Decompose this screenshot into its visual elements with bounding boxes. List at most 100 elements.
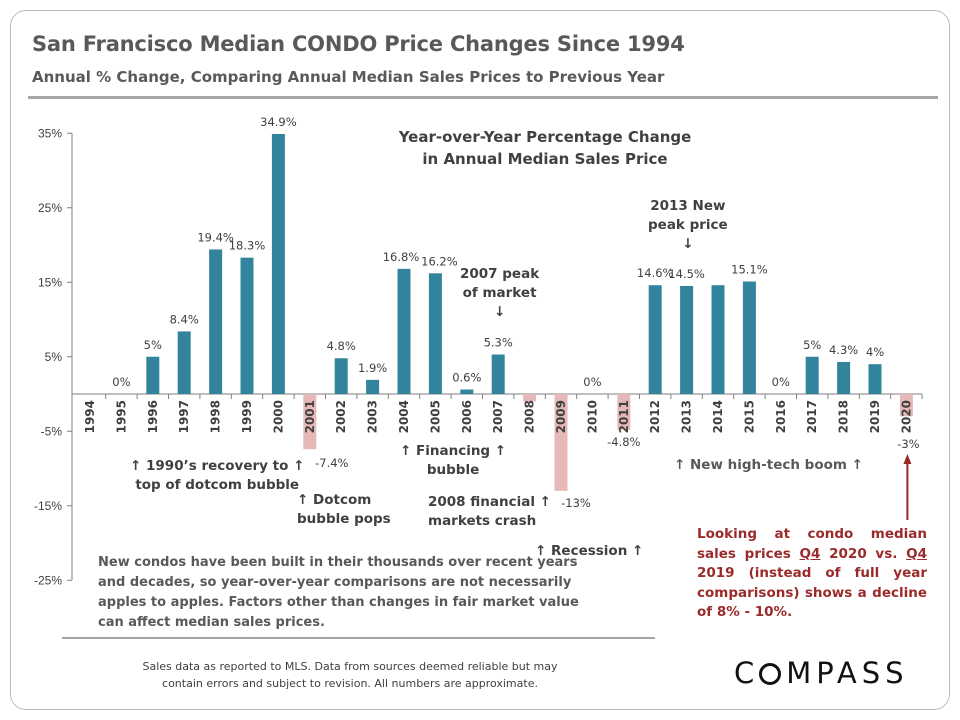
bar-1999: [240, 257, 254, 394]
x-tick-label: 2003: [366, 400, 380, 433]
y-tick-label: 15%: [38, 275, 62, 289]
x-tick-label: 1999: [240, 400, 254, 433]
x-tick-label: 2013: [680, 400, 694, 433]
bar-2017: [805, 356, 819, 394]
callout-text: 2020 vs.: [820, 545, 907, 562]
x-tick-label: 2017: [805, 400, 819, 433]
compass-logo: C MPASS: [734, 656, 909, 690]
x-tick-label: 2015: [742, 400, 756, 433]
data-label-1995: 0%: [112, 375, 130, 389]
callout-q4: Q4: [906, 545, 927, 562]
x-tick-label: 2012: [648, 400, 662, 433]
annotation-2013-peak: 2013 New peak price ↓: [648, 197, 728, 254]
bar-2001: [303, 394, 317, 450]
annotation-text: bubble: [426, 462, 480, 478]
data-label-2006: 0.6%: [452, 371, 481, 385]
data-label-2011: -4.8%: [607, 435, 640, 449]
x-tick-label: 2001: [303, 400, 317, 433]
data-label-1997: 8.4%: [170, 312, 199, 326]
bar-2014: [711, 285, 725, 394]
footer-line: Sales data as reported to MLS. Data from…: [142, 660, 558, 673]
annotation-2007-peak: 2007 peak of market ↓: [460, 265, 539, 322]
bar-2008: [523, 394, 537, 402]
annotation-recovery: ↑ 1990’s recovery to ↑ top of dotcom bub…: [130, 457, 304, 495]
footer-line: contain errors and subject to revision. …: [162, 677, 538, 690]
bar-2012: [648, 285, 662, 394]
y-tick-label: -15%: [34, 499, 62, 513]
x-tick-label: 2016: [774, 400, 788, 433]
data-label-1996: 5%: [144, 338, 162, 352]
x-tick-label: 2006: [460, 400, 474, 433]
bar-2004: [397, 268, 411, 394]
data-label-2013: 14.5%: [668, 267, 705, 281]
annotation-text: 2013 New: [650, 198, 726, 214]
callout-text: 2019 (instead of full year comparisons) …: [697, 565, 927, 620]
annotation-text: markets crash: [428, 513, 537, 529]
x-tick-label: 1994: [83, 400, 97, 433]
annotation-recession: ↑ Recession ↑: [535, 543, 644, 559]
q4-callout: Looking at condo median sales prices Q4 …: [697, 525, 927, 623]
callout-q4: Q4: [799, 545, 821, 562]
x-tick-label: 2000: [271, 400, 285, 433]
chart-title-line1: Year-over-Year Percentage Change: [398, 128, 692, 146]
x-tick-label: 2020: [899, 400, 913, 433]
x-tick-label: 2019: [868, 400, 882, 433]
bar-1996: [146, 356, 160, 394]
x-tick-label: 2007: [491, 400, 505, 433]
data-label-2017: 5%: [803, 338, 821, 352]
footer-disclaimer: Sales data as reported to MLS. Data from…: [130, 658, 570, 692]
arrow-down-icon: ↓: [682, 236, 694, 252]
x-tick-label: 2018: [837, 400, 851, 433]
data-label-2007: 5.3%: [484, 336, 513, 350]
logo-c: C: [734, 656, 760, 690]
data-label-2016: 0%: [772, 375, 790, 389]
annotation-high-tech: ↑ New high-tech boom ↑: [674, 457, 863, 473]
x-tick-label: 1998: [209, 400, 223, 433]
title-divider: [28, 96, 938, 99]
callout-text: Looking at condo median sales prices: [697, 526, 927, 562]
annotation-text: peak price: [648, 217, 728, 233]
bar-2013: [680, 285, 694, 394]
x-tick-label: 2014: [711, 400, 725, 433]
x-tick-label: 2005: [428, 400, 442, 433]
data-label-2020: -3%: [897, 437, 919, 451]
chart-title: Year-over-Year Percentage Change in Annu…: [380, 126, 710, 170]
annotation-financing: ↑ Financing ↑ bubble: [400, 442, 506, 480]
logo-o-circle: [759, 663, 782, 685]
bar-2002: [334, 358, 348, 394]
disclaimer-note: New condos have been built in their thou…: [98, 555, 579, 630]
data-label-2005: 16.2%: [421, 254, 458, 268]
data-label-2019: 4%: [866, 345, 884, 359]
x-tick-label: 1995: [114, 400, 128, 433]
data-label-2010: 0%: [583, 375, 601, 389]
annotation-2008-crash: 2008 financial ↑ markets crash: [428, 493, 551, 531]
bar-2007: [491, 354, 505, 394]
bar-1997: [177, 331, 191, 394]
annotation-text: top of dotcom bubble: [135, 477, 300, 493]
y-tick-label: 5%: [45, 350, 63, 364]
bar-1998: [209, 249, 223, 394]
x-tick-label: 2008: [523, 400, 537, 433]
bar-2005: [428, 273, 442, 394]
x-tick-label: 2010: [585, 400, 599, 433]
slide-frame: [10, 10, 950, 710]
x-tick-label: 2009: [554, 400, 568, 433]
data-label-2012: 14.6%: [637, 266, 674, 280]
y-tick-label: 25%: [38, 201, 62, 215]
data-label-1998: 19.4%: [197, 230, 234, 244]
x-tick-label: 1997: [177, 400, 191, 433]
bar-2011: [617, 394, 631, 430]
bar-2015: [742, 281, 756, 394]
page-subtitle: Annual % Change, Comparing Annual Median…: [32, 68, 665, 86]
annotation-text: 2008 financial ↑: [428, 494, 551, 510]
x-tick-label: 1996: [146, 400, 160, 433]
bar-2006: [460, 389, 474, 394]
note-divider: [62, 637, 655, 639]
bar-2019: [868, 364, 882, 394]
bar-2000: [271, 133, 285, 394]
annotation-text: ↑ 1990’s recovery to ↑: [130, 458, 305, 474]
annotation-text: ↑ Financing ↑: [400, 443, 507, 459]
arrow-down-icon: ↓: [493, 304, 506, 320]
annotation-text: of market: [462, 285, 537, 301]
annotation-dotcom: ↑ Dotcom bubble pops: [297, 491, 391, 529]
